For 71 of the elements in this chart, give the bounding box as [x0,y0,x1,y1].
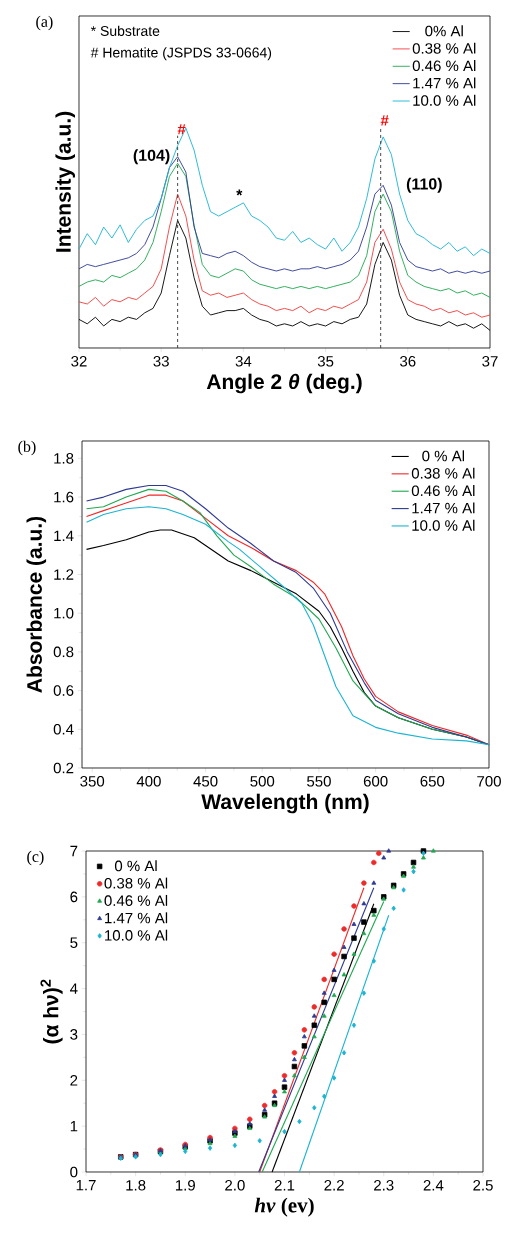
legend-label: 0.38 % Al [412,42,476,54]
legend-label: 0.38 % Al [104,877,168,889]
legend-label: 0.46 % Al [104,894,168,906]
y-tick-label: 0.6 [53,685,74,696]
y-axis-title: Intensity (a.u.) [55,111,75,252]
x-tick-label: 350 [80,775,105,787]
x-tick-label: 500 [250,775,275,787]
x-tick-label: 450 [193,775,218,787]
ref-line-label: # [380,115,389,126]
chart-title: (b) [18,440,36,456]
x-axis-title: Angle 2 θ (deg.) [206,373,362,394]
legend-label: 1.47 % Al [413,77,476,89]
x-tick-label: 34 [235,355,252,367]
y-axis-title: Absorbance (a.u.) [26,516,47,693]
x-tick-label: 33 [153,355,169,367]
x-tick-label: 400 [136,775,161,787]
x-tick-label: 2.4 [423,1179,444,1191]
y-tick-label: 1.8 [54,453,74,464]
legend-label: 10.0 % Al [413,94,476,106]
x-axis-title: hν (ev) [254,1197,314,1217]
text: # Hematite (JSPDS 33-0664) [90,47,272,61]
legend-label: 0.46 % Al [411,485,475,497]
x-tick-label: 1.7 [76,1180,96,1191]
x-tick-label: 600 [363,775,388,787]
legend-label: 0.38 % Al [411,467,475,479]
x-tick-label: 1.8 [126,1179,146,1191]
y-tick-label: 5 [70,937,78,948]
annotation: (110) [406,177,442,193]
y-tick-label: 1.6 [54,491,74,503]
x-tick-label: 32 [71,355,87,367]
y-tick-label: 4 [70,983,78,994]
chart-title: (c) [27,850,44,866]
x-tick-label: 35 [317,355,334,367]
y-tick-label: 1.2 [54,569,74,580]
y-tick-label: 1.4 [54,530,74,541]
y-tick-label: 2 [70,1075,78,1086]
text: * Substrate [90,25,160,36]
chart-title: (a) [36,15,53,31]
legend-label: 10.0 % Al [105,929,168,941]
y-tick-label: 6 [70,891,78,903]
legend-label: 1.47 % Al [105,912,168,924]
y-tick-label: 1 [70,1120,78,1132]
x-tick-label: 2.0 [225,1179,245,1191]
x-axis-title: Wavelength (nm) [201,793,369,814]
y-tick-label: 1.0 [54,607,74,619]
x-tick-label: 2.2 [324,1179,344,1191]
legend-label: 0% Al [425,25,463,37]
legend-label: 0 % Al [422,450,465,462]
y-tick-label: 0.2 [53,762,74,774]
x-tick-label: 36 [400,355,416,367]
x-tick-label: 2.5 [473,1179,493,1191]
x-tick-label: 650 [420,775,445,787]
legend-label: 0 % Al [114,860,157,872]
ref-line-label: # [177,124,186,135]
legend-label: 0.46 % Al [412,60,476,72]
y-axis-title: (α hν)$^{2}$ [40,979,63,1044]
x-tick-label: 550 [307,775,331,787]
legend-label: 1.47 % Al [412,502,475,514]
y-tick-label: 0.4 [53,723,74,735]
annotation: (104) [133,149,170,165]
legend-label: 10.0 % Al [412,519,475,531]
x-tick-label: 1.9 [175,1179,195,1191]
y-tick-label: 3 [70,1029,78,1040]
x-tick-label: 2.1 [274,1179,295,1191]
y-tick-label: 0 [70,1166,78,1178]
x-tick-label: 700 [477,775,501,787]
x-tick-label: 37 [482,355,498,367]
y-tick-label: 0.8 [53,646,74,658]
x-tick-label: 2.3 [374,1179,394,1191]
annotation: * [236,189,243,196]
y-tick-label: 7 [70,845,78,857]
